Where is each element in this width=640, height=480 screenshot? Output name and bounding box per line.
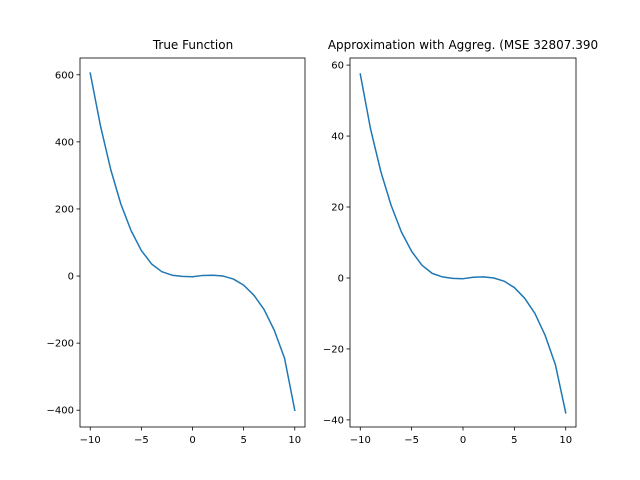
true-function-x-tick-label: 0 (189, 435, 195, 446)
approximation-plot: Approximation with Aggreg. (MSE 32807.39… (323, 38, 598, 446)
true-function-x-tick-label: −5 (134, 435, 149, 446)
true-function-y-tick-label: 200 (55, 204, 74, 215)
approximation-series-line (359, 73, 567, 414)
approximation-y-tick-label: −20 (323, 344, 344, 355)
approximation-x-tick-label: −5 (404, 435, 419, 446)
true-function-plot: True Function −10 −5 0 5 10 −400 −200 0 200 400 6… (47, 38, 306, 446)
approximation-x-tick-label: 10 (559, 435, 572, 446)
approximation-y-tick-label: 20 (331, 203, 344, 214)
approximation-y-tick-label: −40 (323, 415, 344, 426)
true-function-series-line (89, 72, 296, 412)
true-function-y-ticks: −400 −200 0 200 400 600 (47, 70, 80, 417)
true-function-x-tick-label: 5 (240, 435, 246, 446)
true-function-title: True Function (152, 38, 233, 52)
true-function-y-tick-label: −200 (47, 339, 74, 350)
true-function-y-tick-label: 0 (68, 272, 74, 283)
true-function-y-tick-label: 400 (55, 137, 74, 148)
true-function-x-tick-label: 10 (288, 435, 301, 446)
approximation-x-tick-label: 5 (511, 435, 517, 446)
approximation-marks (359, 73, 567, 414)
true-function-x-tick-label: −10 (80, 435, 101, 446)
approximation-y-ticks: −40 −20 0 20 40 60 (323, 61, 350, 426)
true-function-x-ticks: −10 −5 0 5 10 (80, 427, 301, 446)
approximation-title: Approximation with Aggreg. (MSE 32807.39… (328, 38, 598, 52)
true-function-y-tick-label: 600 (55, 70, 74, 81)
true-function-marks (89, 72, 296, 412)
approximation-x-tick-label: 0 (460, 435, 466, 446)
approximation-x-ticks: −10 −5 0 5 10 (350, 427, 572, 446)
true-function-y-tick-label: −400 (47, 406, 74, 417)
approximation-x-tick-label: −10 (350, 435, 371, 446)
approximation-y-tick-label: 0 (338, 273, 344, 284)
approximation-y-tick-label: 60 (331, 61, 344, 72)
approximation-axes-frame (349, 57, 577, 428)
approximation-y-tick-label: 40 (331, 132, 344, 143)
true-function-axes-frame (79, 57, 306, 428)
